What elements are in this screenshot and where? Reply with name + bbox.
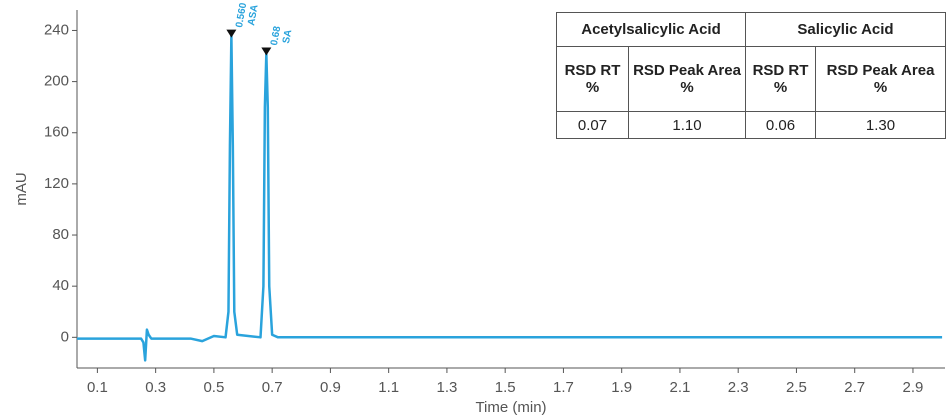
x-tick-label: 1.3 [436,379,457,396]
peak-name: SA [281,29,294,45]
rsd-table: Acetylsalicylic Acid Salicylic Acid RSD R… [556,12,947,139]
x-tick-label: 2.3 [728,379,749,396]
y-tick-label: 80 [52,226,69,243]
table-group: Acetylsalicylic Acid [556,12,746,47]
x-tick-label: 2.9 [903,379,924,396]
y-tick-label: 160 [44,124,69,141]
peak-rt-label: 0.560 [234,2,249,29]
y-tick-label: 120 [44,175,69,192]
y-tick-label: 0 [61,328,69,345]
x-tick-label: 1.1 [378,379,399,396]
x-tick-label: 1.7 [553,379,574,396]
x-tick-label: 0.9 [320,379,341,396]
table-column: RSD RT % [745,46,816,112]
table-cell: 0.07 [556,111,629,139]
table-column: RSD Peak Area % [628,46,746,112]
table-cell: 0.06 [745,111,816,139]
y-tick-label: 240 [44,21,69,38]
x-tick-label: 0.1 [87,379,108,396]
table-group: Salicylic Acid [744,12,947,47]
x-tick-label: 2.1 [670,379,691,396]
x-tick-label: 0.3 [145,379,166,396]
peak-marker [261,47,272,56]
peak-rt-label: 0.68 [269,25,283,47]
y-tick-label: 200 [44,73,69,90]
x-tick-label: 1.9 [611,379,632,396]
x-tick-label: 2.7 [844,379,865,396]
y-axis-label: mAU [13,172,30,205]
x-tick-label: 2.5 [786,379,807,396]
table-cell: 1.10 [628,111,746,139]
table-column: RSD Peak Area % [814,46,947,112]
y-tick-label: 40 [52,277,69,294]
table-cell: 1.30 [814,111,947,139]
peak-marker [226,29,237,38]
trace [77,34,943,362]
x-axis-label: Time (min) [475,399,546,416]
table-column: RSD RT % [556,46,629,112]
x-tick-label: 0.5 [203,379,224,396]
x-tick-label: 0.7 [262,379,283,396]
peak-name: ASA [246,4,261,27]
x-tick-label: 1.5 [495,379,516,396]
